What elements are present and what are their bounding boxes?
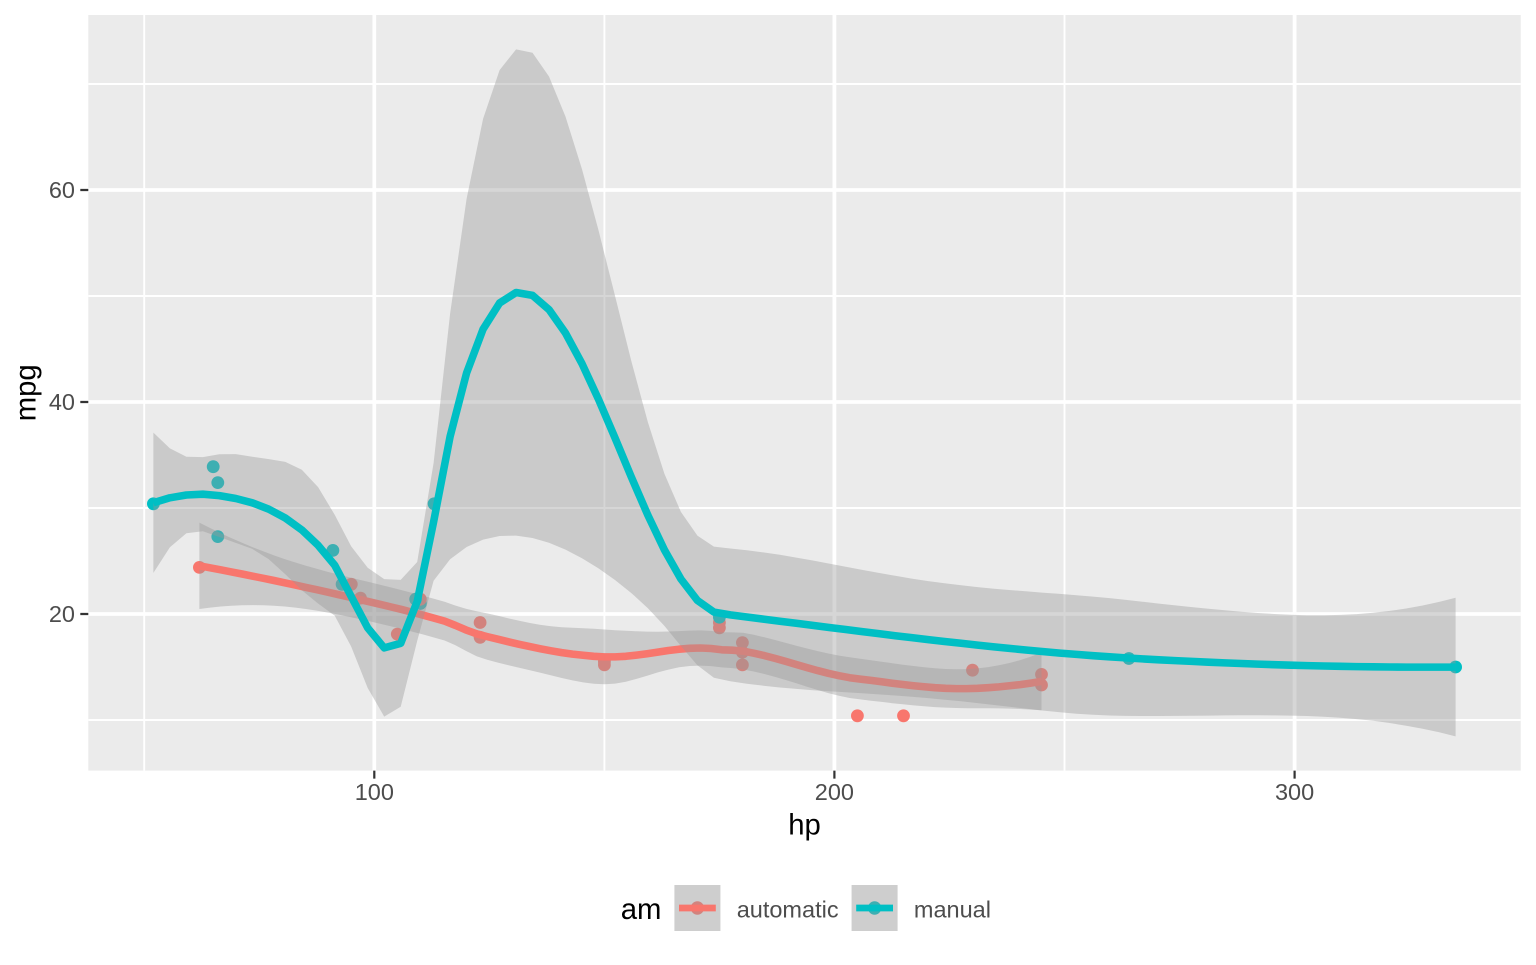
- svg-text:mpg: mpg: [9, 364, 42, 421]
- svg-text:automatic: automatic: [737, 896, 839, 922]
- svg-text:100: 100: [355, 779, 394, 805]
- svg-text:hp: hp: [788, 809, 821, 842]
- svg-text:300: 300: [1275, 779, 1314, 805]
- svg-text:60: 60: [49, 177, 75, 203]
- svg-text:manual: manual: [914, 896, 991, 922]
- svg-text:40: 40: [49, 389, 75, 415]
- svg-text:am: am: [621, 893, 662, 926]
- svg-text:20: 20: [49, 601, 75, 627]
- svg-text:200: 200: [815, 779, 854, 805]
